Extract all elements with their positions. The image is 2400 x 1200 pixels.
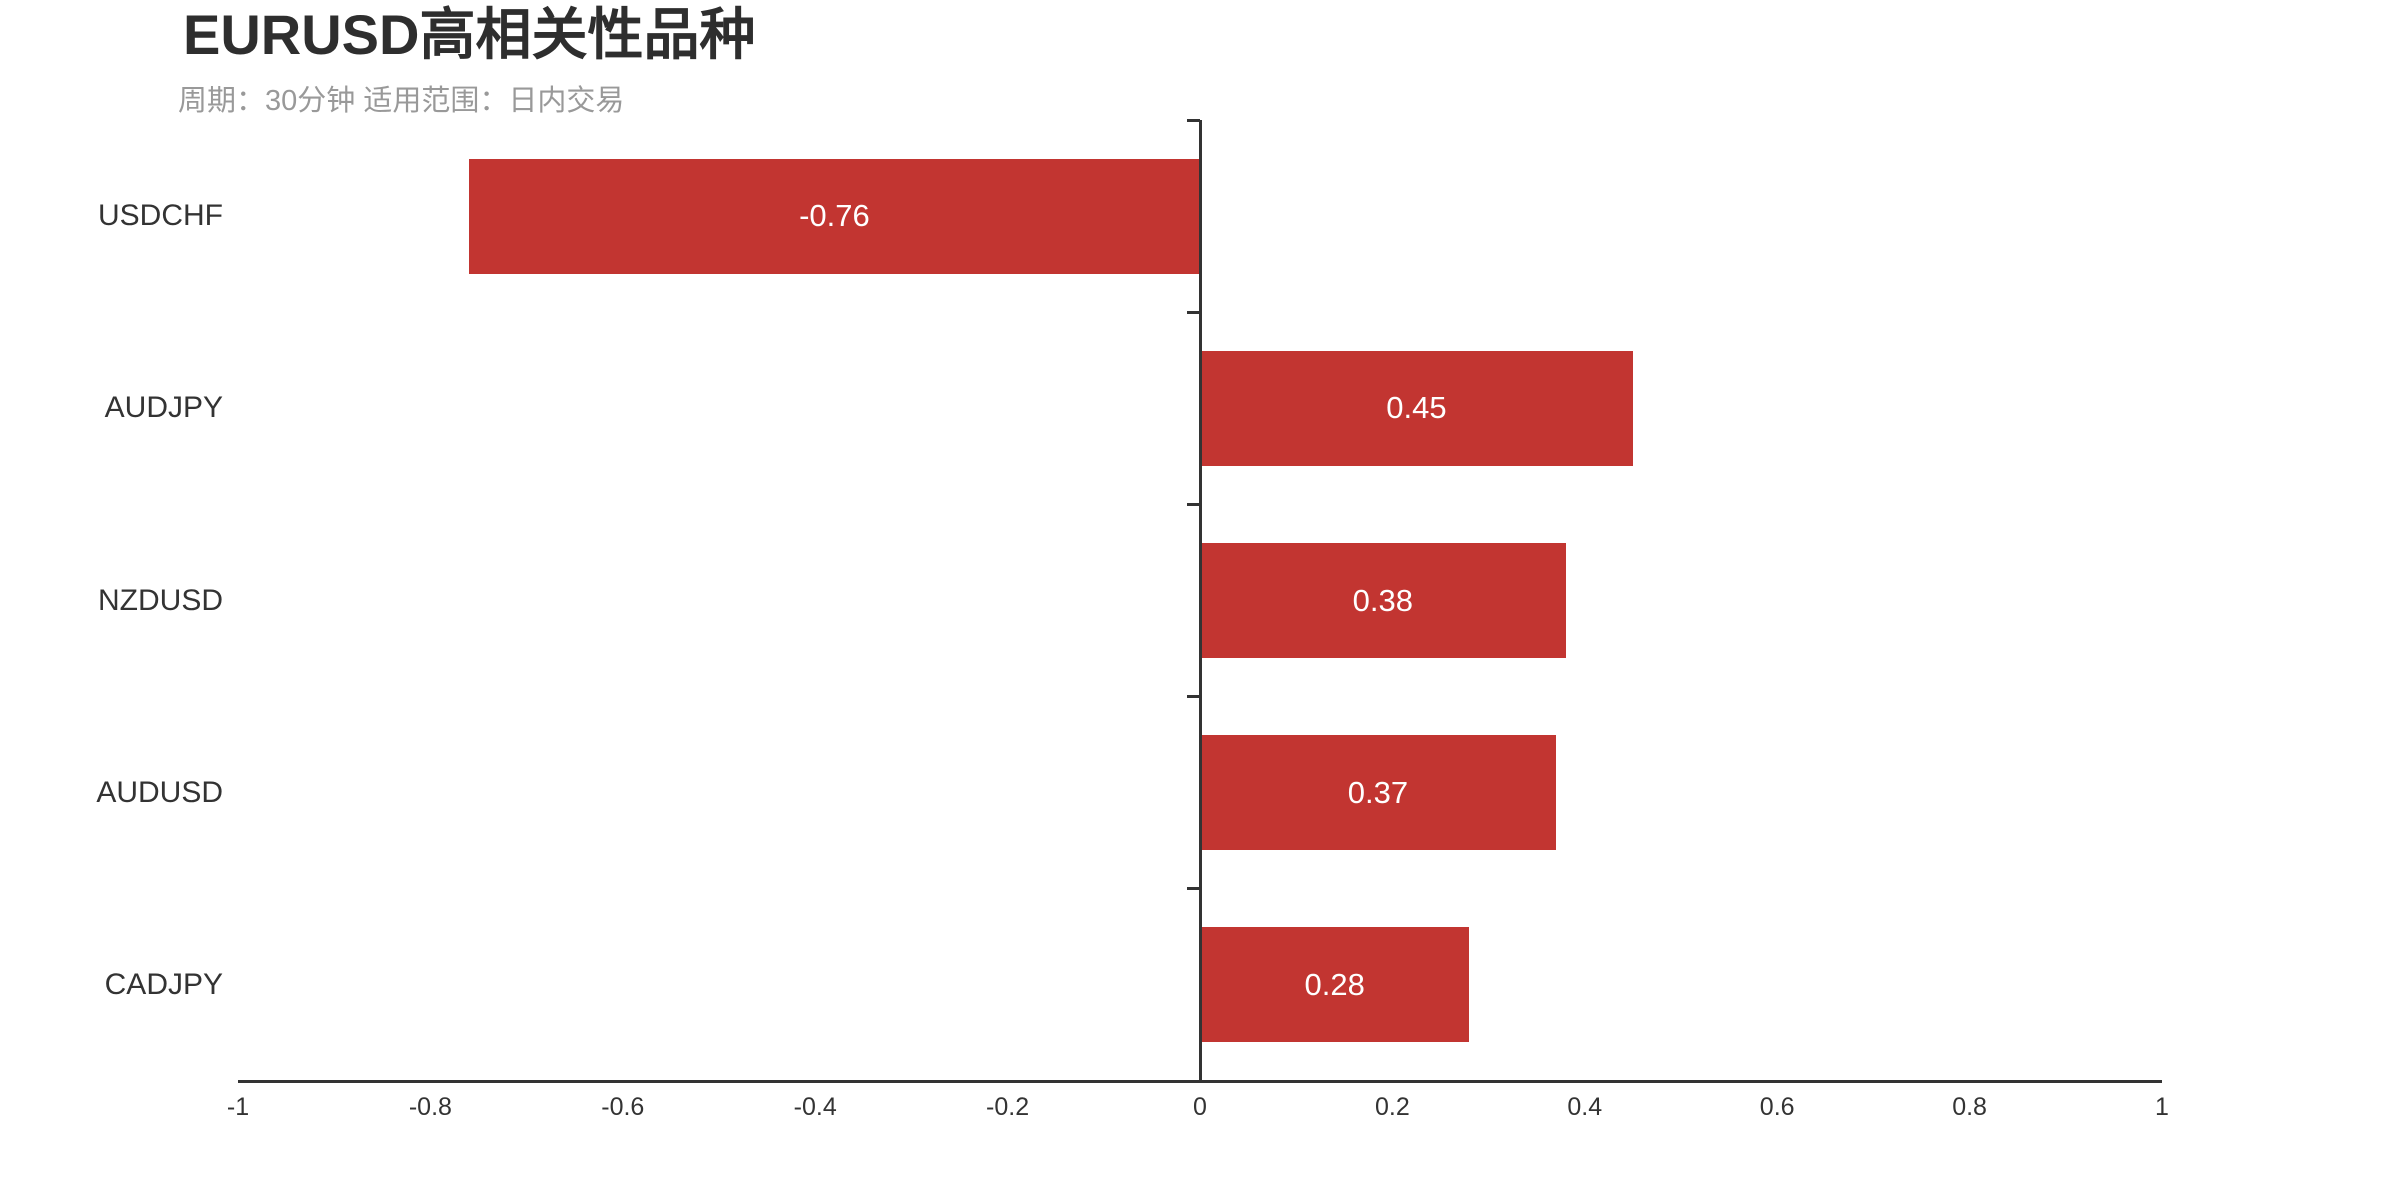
bar-value-label: 0.28 bbox=[1304, 966, 1365, 1002]
category-label-nzdusd: NZDUSD bbox=[98, 583, 223, 617]
category-axis-tick bbox=[1187, 310, 1200, 314]
bar-cadjpy[interactable]: 0.28 bbox=[1200, 927, 1470, 1043]
x-tick-label: -1 bbox=[226, 1093, 250, 1121]
x-tick-label: -0.4 bbox=[793, 1093, 837, 1121]
x-tick-label: 0.2 bbox=[1375, 1093, 1410, 1121]
category-label-audjpy: AUDJPY bbox=[104, 391, 223, 425]
category-label-cadjpy: CADJPY bbox=[104, 967, 223, 1001]
bar-value-label: -0.76 bbox=[799, 198, 870, 234]
x-tick-label: 1 bbox=[2155, 1093, 2169, 1121]
x-tick-label: 0.6 bbox=[1759, 1093, 1795, 1121]
bar-value-label: 0.37 bbox=[1347, 774, 1409, 810]
zero-axis-line bbox=[1198, 120, 1202, 1081]
bar-value-label: 0.38 bbox=[1352, 582, 1413, 618]
category-axis-tick bbox=[1187, 887, 1200, 891]
bar-usdchf[interactable]: -0.76 bbox=[468, 158, 1200, 274]
chart-title: EURUSD高相关性品种 bbox=[183, 3, 756, 66]
x-tick-label: 0.4 bbox=[1567, 1093, 1603, 1121]
x-tick-label: -0.6 bbox=[601, 1093, 645, 1121]
x-tick-label: 0.8 bbox=[1952, 1093, 1987, 1121]
x-tick-label: -0.8 bbox=[408, 1093, 452, 1121]
category-axis-tick bbox=[1187, 118, 1200, 122]
bar-value-label: 0.45 bbox=[1386, 390, 1447, 426]
bar-nzdusd[interactable]: 0.38 bbox=[1200, 543, 1566, 658]
chart-subtitle: 周期：30分钟 适用范围：日内交易 bbox=[178, 85, 625, 117]
bar-audjpy[interactable]: 0.45 bbox=[1200, 350, 1633, 466]
category-label-usdchf: USDCHF bbox=[98, 199, 223, 233]
category-axis-tick bbox=[1187, 695, 1200, 699]
bar-audusd[interactable]: 0.37 bbox=[1200, 735, 1556, 851]
category-axis-tick bbox=[1187, 502, 1200, 506]
x-axis-line bbox=[238, 1079, 2162, 1083]
x-tick-label: 0 bbox=[1193, 1093, 1207, 1121]
category-label-audusd: AUDUSD bbox=[96, 775, 223, 809]
x-tick-label: -0.2 bbox=[986, 1093, 1030, 1121]
